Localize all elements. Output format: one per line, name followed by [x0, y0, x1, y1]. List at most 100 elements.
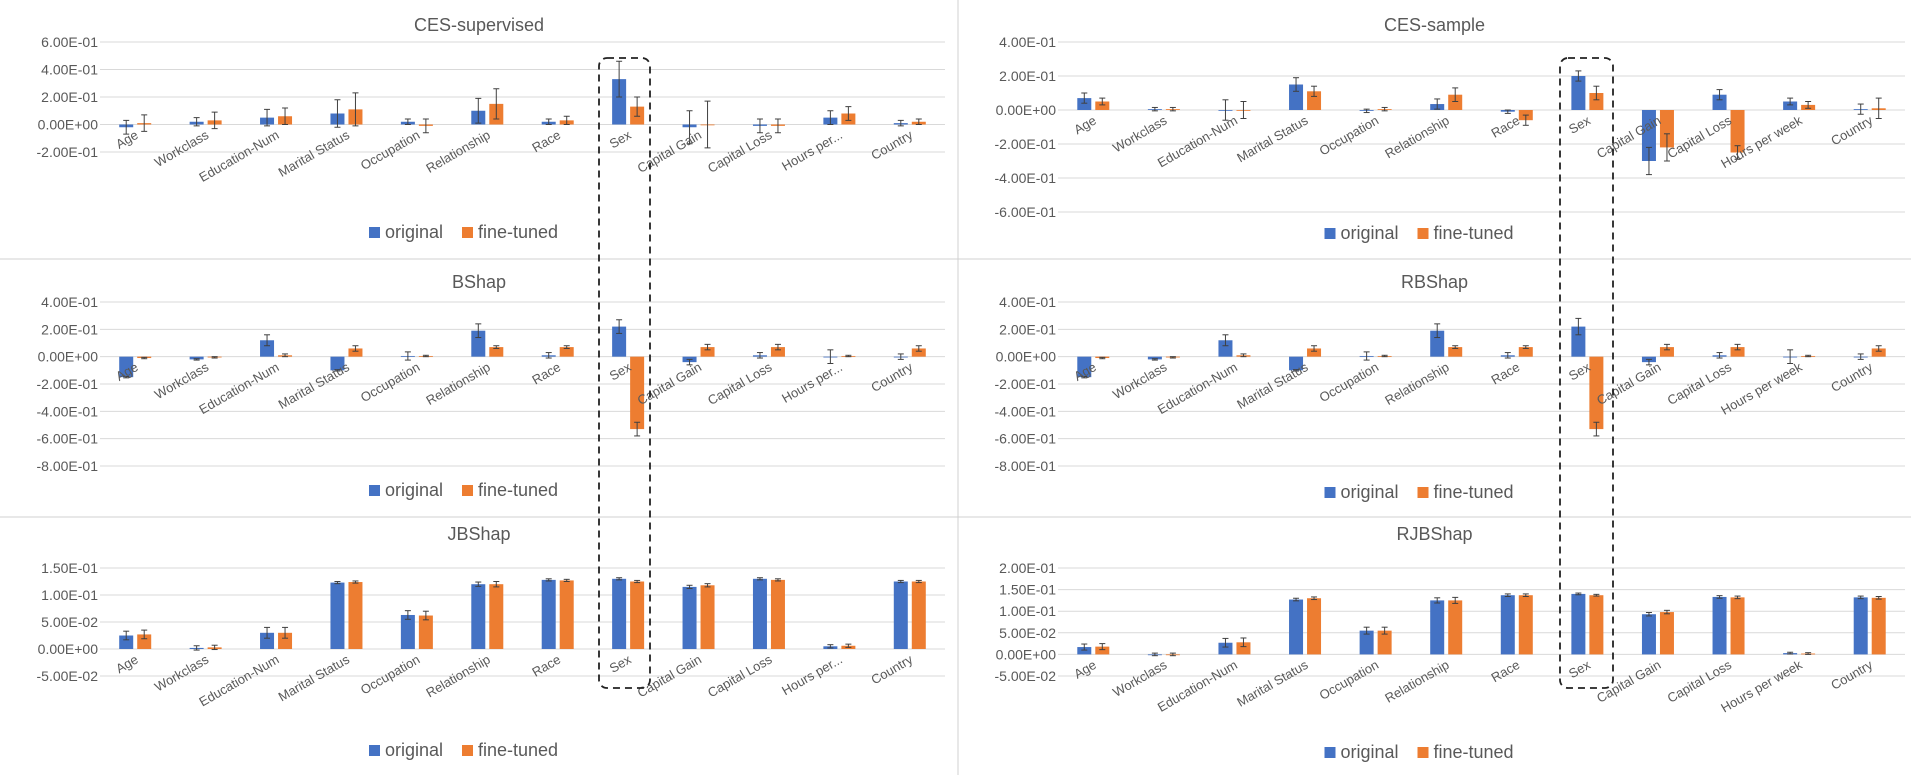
y-tick-label: 5.00E-02: [41, 614, 98, 630]
legend-swatch-original: [1324, 487, 1336, 498]
bar-fine-tuned-7: [630, 581, 645, 649]
x-tick-label: Race: [1488, 657, 1522, 685]
legend-swatch-fine-tuned: [462, 485, 473, 496]
x-tick-label: Occupation: [1317, 359, 1381, 405]
x-tick-label: Country: [1828, 359, 1875, 395]
bar-fine-tuned-7: [1589, 356, 1604, 430]
x-tick-label: Country: [1828, 112, 1875, 148]
x-tick-label: Country: [868, 127, 915, 163]
x-tick-label: Age: [113, 127, 141, 152]
bar-original-8: [1641, 110, 1656, 161]
x-tick-label: Race: [529, 127, 563, 155]
bar-fine-tuned-11: [1871, 597, 1886, 655]
chart-bshap: BShap 4.00E-01 2.00E-01 0.00E+00 -2.00E-01 -4…: [37, 272, 945, 500]
chart-rjbshap: RJBShap 2.00E-01 1.50E-01 1.00E-01 5.00E-02 0…: [995, 524, 1905, 762]
y-tick-label: 5.00E-02: [999, 625, 1056, 641]
bar-fine-tuned-3: [1307, 348, 1322, 357]
bar-original-9: [752, 578, 767, 649]
bar-fine-tuned-9: [770, 347, 785, 357]
legend-label-original: original: [1341, 482, 1399, 502]
bar-original-7: [612, 79, 627, 125]
bar-fine-tuned-5: [489, 347, 504, 357]
bar-original-6: [541, 579, 556, 649]
x-tick-label: Education-Num: [1155, 359, 1240, 417]
bar-original-0: [119, 356, 134, 378]
y-tick-label: 2.00E-01: [999, 321, 1056, 337]
y-tick-label: 2.00E-01: [41, 321, 98, 337]
y-tick-label: 0.00E+00: [996, 646, 1057, 662]
x-tick-label: Hours per...: [779, 127, 845, 174]
bar-original-2: [260, 340, 275, 357]
y-tick-label: 2.00E-01: [999, 560, 1056, 576]
bar-fine-tuned-11: [1871, 348, 1886, 357]
bar-fine-tuned-9: [1730, 110, 1745, 153]
legend-label-original: original: [385, 480, 443, 500]
bar-fine-tuned-8: [700, 347, 715, 357]
bar-fine-tuned-6: [1518, 595, 1533, 655]
bar-original-7: [1571, 326, 1586, 357]
legend-swatch-original: [369, 227, 380, 238]
bar-original-9: [1712, 94, 1727, 110]
y-tick-label: -6.00E-01: [995, 431, 1057, 447]
bar-original-0: [1077, 356, 1092, 378]
legend-label-fine-tuned: fine-tuned: [478, 222, 558, 242]
x-tick-label: Sex: [607, 127, 634, 151]
x-tick-label: Country: [868, 651, 915, 687]
y-tick-label: -2.00E-01: [37, 376, 99, 392]
legend-swatch-fine-tuned: [1417, 747, 1429, 758]
bar-original-2: [1218, 340, 1233, 357]
bar-original-10: [1783, 101, 1798, 110]
legend-swatch-fine-tuned: [1417, 228, 1429, 239]
y-tick-label: 2.00E-01: [41, 89, 98, 105]
bar-original-5: [471, 330, 486, 357]
legend-swatch-fine-tuned: [462, 227, 473, 238]
y-tick-label: -5.00E-02: [37, 668, 99, 684]
x-tick-label: Relationship: [1382, 113, 1451, 162]
y-tick-label: 2.00E-01: [999, 68, 1056, 84]
bar-original-1: [189, 356, 204, 360]
x-tick-label: Marital Status: [276, 651, 353, 704]
bar-fine-tuned-3: [1307, 91, 1322, 110]
x-tick-label: Workclass: [152, 127, 212, 170]
bar-original-3: [1289, 84, 1304, 110]
y-tick-label: 6.00E-01: [41, 34, 98, 50]
highlight-box-sex-right: [1559, 57, 1614, 689]
bar-original-0: [1077, 98, 1092, 110]
legend-swatch-original: [369, 745, 380, 756]
bar-original-7: [1571, 593, 1586, 655]
chart-jbshap: JBShap 1.50E-01 1.00E-01 5.00E-02 0.00E+00 -5…: [37, 524, 945, 760]
y-tick-label: 4.00E-01: [41, 62, 98, 78]
x-tick-label: Education-Num: [196, 652, 281, 710]
x-tick-label: Age: [113, 359, 141, 384]
x-tick-label: Capital Gain: [635, 127, 704, 176]
x-tick-label: Relationship: [1382, 657, 1451, 706]
legend-swatch-original: [1324, 228, 1336, 239]
x-tick-label: Occupation: [358, 652, 422, 698]
legend-swatch-original: [1324, 747, 1336, 758]
bar-fine-tuned-5: [1448, 347, 1463, 357]
legend-swatch-original: [369, 485, 380, 496]
x-tick-label: Hours per...: [779, 652, 845, 699]
bar-fine-tuned-5: [1448, 94, 1463, 110]
x-tick-label: Workclass: [1110, 359, 1170, 402]
x-tick-label: Sex: [607, 359, 634, 383]
x-tick-label: Workclass: [152, 359, 212, 402]
bar-fine-tuned-2: [278, 632, 293, 649]
legend-label-original: original: [385, 740, 443, 760]
x-tick-label: Capital Loss: [705, 127, 775, 176]
x-tick-label: Education-Num: [196, 359, 281, 417]
bar-fine-tuned-7: [1589, 595, 1604, 655]
bar-fine-tuned-3: [348, 582, 363, 649]
bar-fine-tuned-3: [1307, 598, 1322, 655]
y-tick-label: -5.00E-02: [995, 668, 1057, 684]
y-tick-label: -6.00E-01: [37, 431, 99, 447]
y-tick-label: -6.00E-01: [995, 204, 1057, 220]
x-tick-label: Hours per...: [779, 359, 845, 406]
x-tick-label: Sex: [1566, 359, 1593, 383]
x-tick-label: Race: [529, 359, 563, 387]
x-tick-label: Education-Num: [196, 127, 281, 185]
bar-original-7: [612, 578, 627, 649]
y-tick-label: 0.00E+00: [38, 117, 99, 133]
y-tick-label: -2.00E-01: [995, 376, 1057, 392]
chart-title: RBShap: [1401, 272, 1468, 292]
